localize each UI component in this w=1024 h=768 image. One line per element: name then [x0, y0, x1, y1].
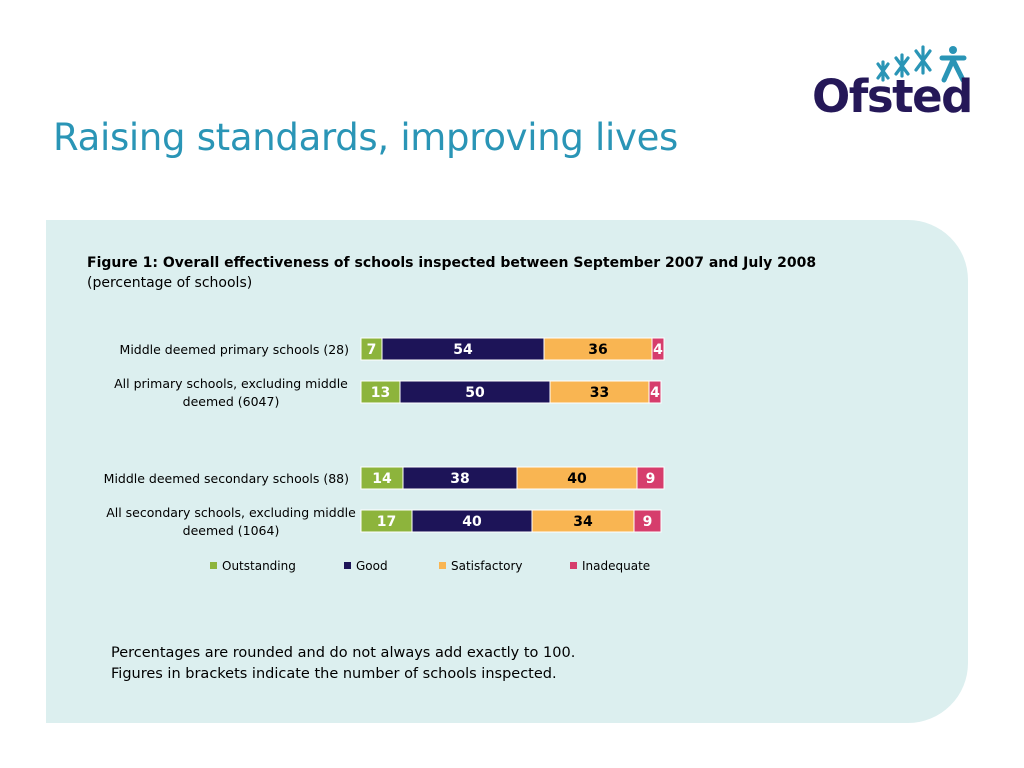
- data-label: 7: [367, 342, 377, 358]
- legend-item-inadequate: Inadequate: [570, 559, 650, 573]
- category-label: Middle deemed primary schools (28): [120, 342, 349, 357]
- note-brackets: Figures in brackets indicate the number …: [111, 666, 557, 682]
- chart-title: Figure 1: Overall effectiveness of schoo…: [87, 255, 817, 271]
- data-label: 36: [588, 342, 607, 358]
- legend-swatch: [344, 562, 351, 569]
- bar-segment-inadequate: [651, 337, 665, 361]
- bar-segment-inadequate: [633, 509, 662, 533]
- legend-label: Good: [356, 559, 388, 573]
- figure-notes: Percentages are rounded and do not alway…: [111, 643, 575, 685]
- legend-swatch: [210, 562, 217, 569]
- legend-item-good: Good: [344, 559, 388, 573]
- data-label: 4: [653, 342, 663, 358]
- data-label: 50: [465, 385, 485, 401]
- logo-wordmark: Ofsted: [812, 70, 973, 123]
- legend-item-outstanding: Outstanding: [210, 559, 296, 573]
- legend-label: Outstanding: [222, 559, 296, 573]
- category-label: Middle deemed secondary schools (88): [104, 471, 349, 486]
- data-label: 14: [372, 471, 392, 487]
- data-label: 13: [371, 385, 390, 401]
- legend-label: Inadequate: [582, 559, 651, 573]
- legend-swatch: [439, 562, 446, 569]
- chart-legend: Outstanding Good Satisfactory Inadequate: [0, 559, 1024, 575]
- legend-label: Satisfactory: [451, 559, 523, 573]
- category-label: All primary schools, excluding middle: [114, 376, 348, 391]
- data-label: 38: [450, 471, 469, 487]
- legend-swatch: [570, 562, 577, 569]
- ofsted-logo: Ofsted: [812, 44, 973, 132]
- data-label: 9: [643, 514, 653, 530]
- note-rounding: Percentages are rounded and do not alway…: [111, 645, 576, 661]
- data-label: 54: [453, 342, 473, 358]
- data-label: 9: [646, 471, 656, 487]
- category-label: All secondary schools, excluding middle: [106, 505, 356, 520]
- chart-subtitle: (percentage of schools): [87, 275, 253, 291]
- figure-title-block: Figure 1: Overall effectiveness of schoo…: [87, 254, 907, 294]
- logo-stars-icon: [876, 45, 967, 83]
- category-label: deemed (1064): [183, 523, 280, 538]
- legend-item-satisfactory: Satisfactory: [439, 559, 523, 573]
- bar-segment-inadequate: [636, 466, 665, 490]
- bar-segment-inadequate: [648, 380, 662, 404]
- data-label: 17: [377, 514, 396, 530]
- category-label: deemed (6047): [183, 394, 280, 409]
- data-label: 40: [462, 514, 482, 530]
- data-label: 40: [567, 471, 587, 487]
- page-title: Raising standards, improving lives: [53, 116, 679, 159]
- data-label: 33: [590, 385, 609, 401]
- data-label: 4: [650, 385, 660, 401]
- data-label: 34: [573, 514, 593, 530]
